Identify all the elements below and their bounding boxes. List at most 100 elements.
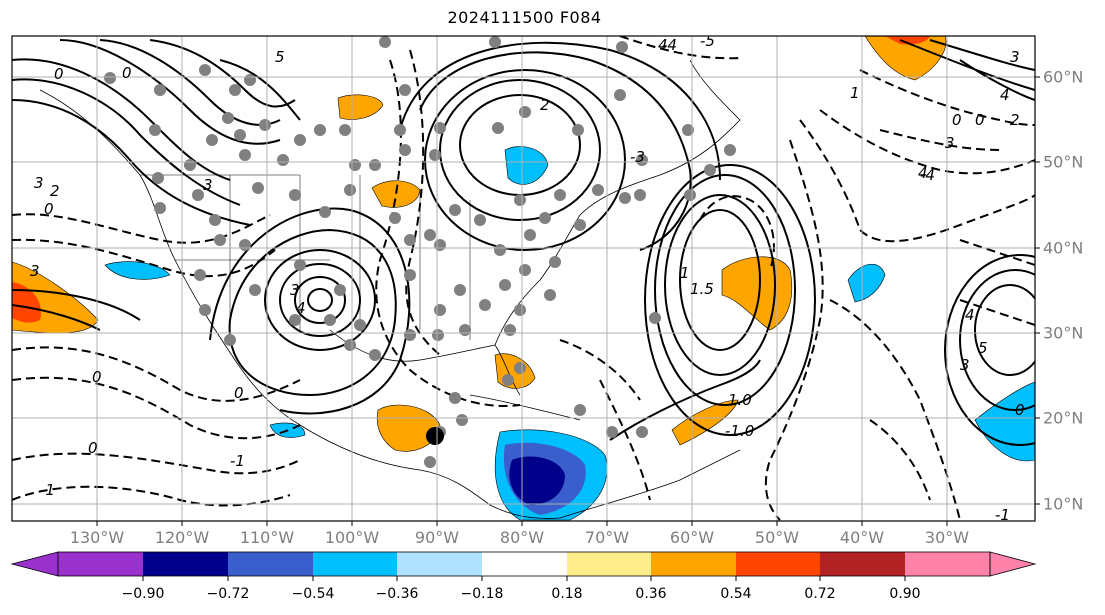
contour-label: 3 xyxy=(1010,48,1020,66)
shade-blue-pacific xyxy=(104,261,171,280)
coast-gulf xyxy=(329,329,521,396)
contour-labels: 0 0 3 2 0 3 0 0 -1 0 -1 3 4 5 3 2 4 -4 -… xyxy=(30,32,1025,524)
colorbar-bin xyxy=(143,552,228,576)
contour-label: 1 xyxy=(680,264,690,282)
contour-label: 2 xyxy=(540,96,550,114)
contour-label: 3 xyxy=(30,262,40,280)
shade-blue-greatlakes xyxy=(504,146,549,185)
contour-label: 5 xyxy=(978,339,988,357)
lat-label: 30°N xyxy=(1043,323,1084,343)
lon-label: 60°W xyxy=(669,528,715,547)
contour-label: 4 xyxy=(918,164,928,182)
lon-label: 80°W xyxy=(499,528,545,547)
coastline-layer xyxy=(39,59,741,519)
colorbar-bin xyxy=(651,552,736,576)
map-frame xyxy=(11,35,1036,522)
colorbar-tick-label: −0.72 xyxy=(206,586,250,602)
lon-label: 30°W xyxy=(924,528,970,547)
colorbar-bin xyxy=(313,552,397,576)
colorbar xyxy=(10,551,1037,581)
contour-label: 4 xyxy=(296,299,306,317)
contour-label: 3 xyxy=(945,134,955,152)
coast-south-america xyxy=(559,449,741,519)
contour-label: 3 xyxy=(960,356,970,374)
contour-label: 4 xyxy=(1000,86,1010,104)
colorbar-tick-label: 0.54 xyxy=(720,586,752,602)
contour-label: 0 xyxy=(1015,401,1025,419)
colorbar-bin xyxy=(58,552,143,576)
lon-label: 110°W xyxy=(239,528,295,547)
lat-label: 10°N xyxy=(1043,494,1084,514)
lon-label: 70°W xyxy=(584,528,630,547)
lat-ticks xyxy=(1035,76,1040,505)
contour-label: -1 xyxy=(995,506,1010,524)
colorbar-extend-right xyxy=(989,551,1037,577)
coast-central-america xyxy=(299,424,561,519)
shade-orange-mexico xyxy=(376,404,441,452)
colorbar-tick-label: −0.54 xyxy=(291,586,335,602)
positive-contours xyxy=(12,39,1035,446)
shade-blue-atlantic-east xyxy=(847,264,886,303)
contour-label: 0 xyxy=(234,384,244,402)
contour-label: 1.5 xyxy=(690,280,714,298)
contour-label: -4 xyxy=(662,36,677,54)
contour-label: -4 xyxy=(920,166,935,184)
contour-label: -1 xyxy=(40,481,55,499)
coast-west-na xyxy=(39,89,301,426)
colorbar-bin xyxy=(905,552,990,576)
contour-label: 1.0 xyxy=(728,391,752,409)
contour-label: 2 xyxy=(50,182,60,200)
colorbar-tick-label: 0.72 xyxy=(804,586,836,602)
contour-label: 0 xyxy=(122,64,132,82)
shade-orange-midwest xyxy=(371,180,421,208)
contour-label: -3 xyxy=(630,148,645,166)
storm-center-marker xyxy=(426,427,444,445)
lon-label: 100°W xyxy=(324,528,380,547)
contour-label: 0 xyxy=(92,368,102,386)
colorbar-bin xyxy=(228,552,313,576)
colorbar-tick-label: 0.90 xyxy=(889,586,921,602)
lon-label: 90°W xyxy=(414,528,460,547)
lon-label: 50°W xyxy=(754,528,800,547)
colorbar-tick-label: 0.36 xyxy=(635,586,667,602)
contour-label: 4 xyxy=(658,36,668,54)
colorbar-bin xyxy=(736,552,820,576)
contour-label: 2 xyxy=(1010,111,1020,129)
lon-ticks xyxy=(96,521,948,526)
grid-lines xyxy=(12,36,1035,521)
lon-label: 120°W xyxy=(154,528,210,547)
shade-orange-canada xyxy=(337,94,384,120)
contour-label: -1 xyxy=(230,452,245,470)
contour-label: 0 xyxy=(975,111,985,129)
colorbar-bin xyxy=(397,552,482,576)
contour-label: 3 xyxy=(203,176,213,194)
contour-label: 0 xyxy=(54,65,64,83)
shade-navy-caribbean xyxy=(509,456,565,505)
colorbar-bin xyxy=(482,552,567,576)
colorbar-frame xyxy=(57,551,991,577)
lon-label: 130°W xyxy=(69,528,125,547)
colorbar-extend-left xyxy=(10,551,59,577)
lat-label: 60°N xyxy=(1043,67,1084,87)
coast-cuba xyxy=(469,394,581,421)
contour-label: 4 xyxy=(965,306,975,324)
colorbar-bin xyxy=(567,552,651,576)
colorbar-tick-label: −0.36 xyxy=(375,586,419,602)
contour-label: 0 xyxy=(952,111,962,129)
shade-red-northeast xyxy=(885,36,930,45)
coast-canada xyxy=(659,59,741,176)
contour-label: -5 xyxy=(700,32,715,50)
contour-label: 3 xyxy=(34,174,44,192)
contour-label: 3 xyxy=(290,281,300,299)
lon-label: 40°W xyxy=(839,528,885,547)
colorbar-tick-label: −0.90 xyxy=(121,586,165,602)
contour-label: 0 xyxy=(44,200,54,218)
contour-label: -1.0 xyxy=(725,422,754,440)
contour-label: 5 xyxy=(275,48,285,66)
shade-blue-atlantic-se xyxy=(974,381,1035,462)
shade-red-west xyxy=(12,282,41,323)
shade-orange-atlantic xyxy=(721,256,793,331)
lat-label: 20°N xyxy=(1043,408,1084,428)
colorbar-tick-label: 0.18 xyxy=(551,586,583,602)
